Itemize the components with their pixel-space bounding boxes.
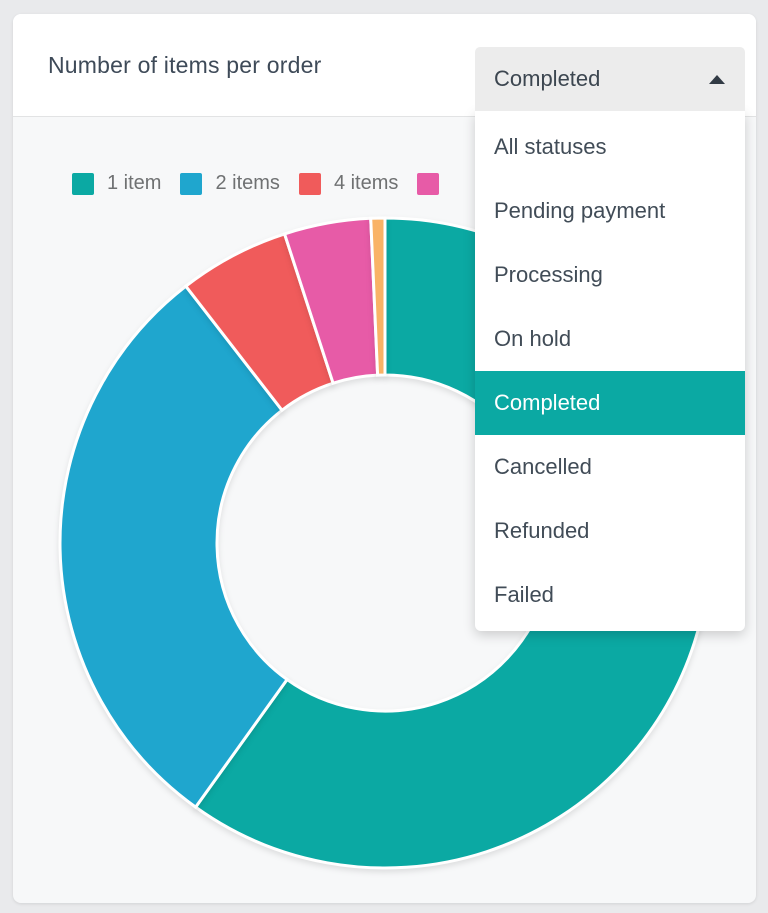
legend-label: 4 items: [333, 172, 399, 194]
dropdown-option-refunded[interactable]: Refunded: [494, 518, 590, 543]
legend-label: 2 items: [215, 172, 280, 194]
legend-item-2-items[interactable]: 2 items: [180, 172, 280, 195]
dropdown-option-failed[interactable]: Failed: [494, 582, 554, 607]
status-filter-dropdown: Completed All statuses Pending payment Pro…: [475, 47, 745, 631]
status-filter-button[interactable]: Completed: [475, 47, 745, 111]
legend-swatch-unlabeled: [417, 172, 440, 195]
legend-item-unlabeled[interactable]: [417, 172, 452, 195]
donut-segment-2-items[interactable]: [58, 284, 290, 810]
dropdown-option-cancelled[interactable]: Cancelled: [494, 454, 592, 479]
chart-legend: 1 item 2 items 4 items: [72, 172, 452, 195]
legend-item-1-item[interactable]: 1 item: [72, 172, 161, 195]
legend-label: 1 item: [107, 172, 162, 194]
dropdown-option-on-hold[interactable]: On hold: [494, 326, 572, 351]
dropdown-option-pending-payment[interactable]: Pending payment: [494, 198, 666, 223]
dropdown-option-completed[interactable]: Completed: [475, 371, 745, 435]
page-title: Number of items per order: [48, 51, 322, 78]
legend-swatch-4-items: [298, 172, 321, 195]
dropdown-option-all-statuses[interactable]: All statuses: [494, 134, 607, 159]
analytics-card: Number of items per order 1 item 2 items 4…: [13, 14, 756, 903]
donut-segment-unlabeled[interactable]: [369, 216, 387, 377]
legend-swatch-2-items: [180, 172, 203, 195]
dropdown-option-processing[interactable]: Processing: [494, 262, 603, 287]
status-filter-selected-value: Completed: [494, 66, 601, 91]
legend-swatch-1-item: [72, 172, 94, 195]
legend-item-4-items[interactable]: 4 items: [298, 172, 399, 195]
chevron-up-icon: [709, 75, 725, 84]
status-filter-menu: All statuses Pending payment Processing On …: [475, 111, 745, 631]
